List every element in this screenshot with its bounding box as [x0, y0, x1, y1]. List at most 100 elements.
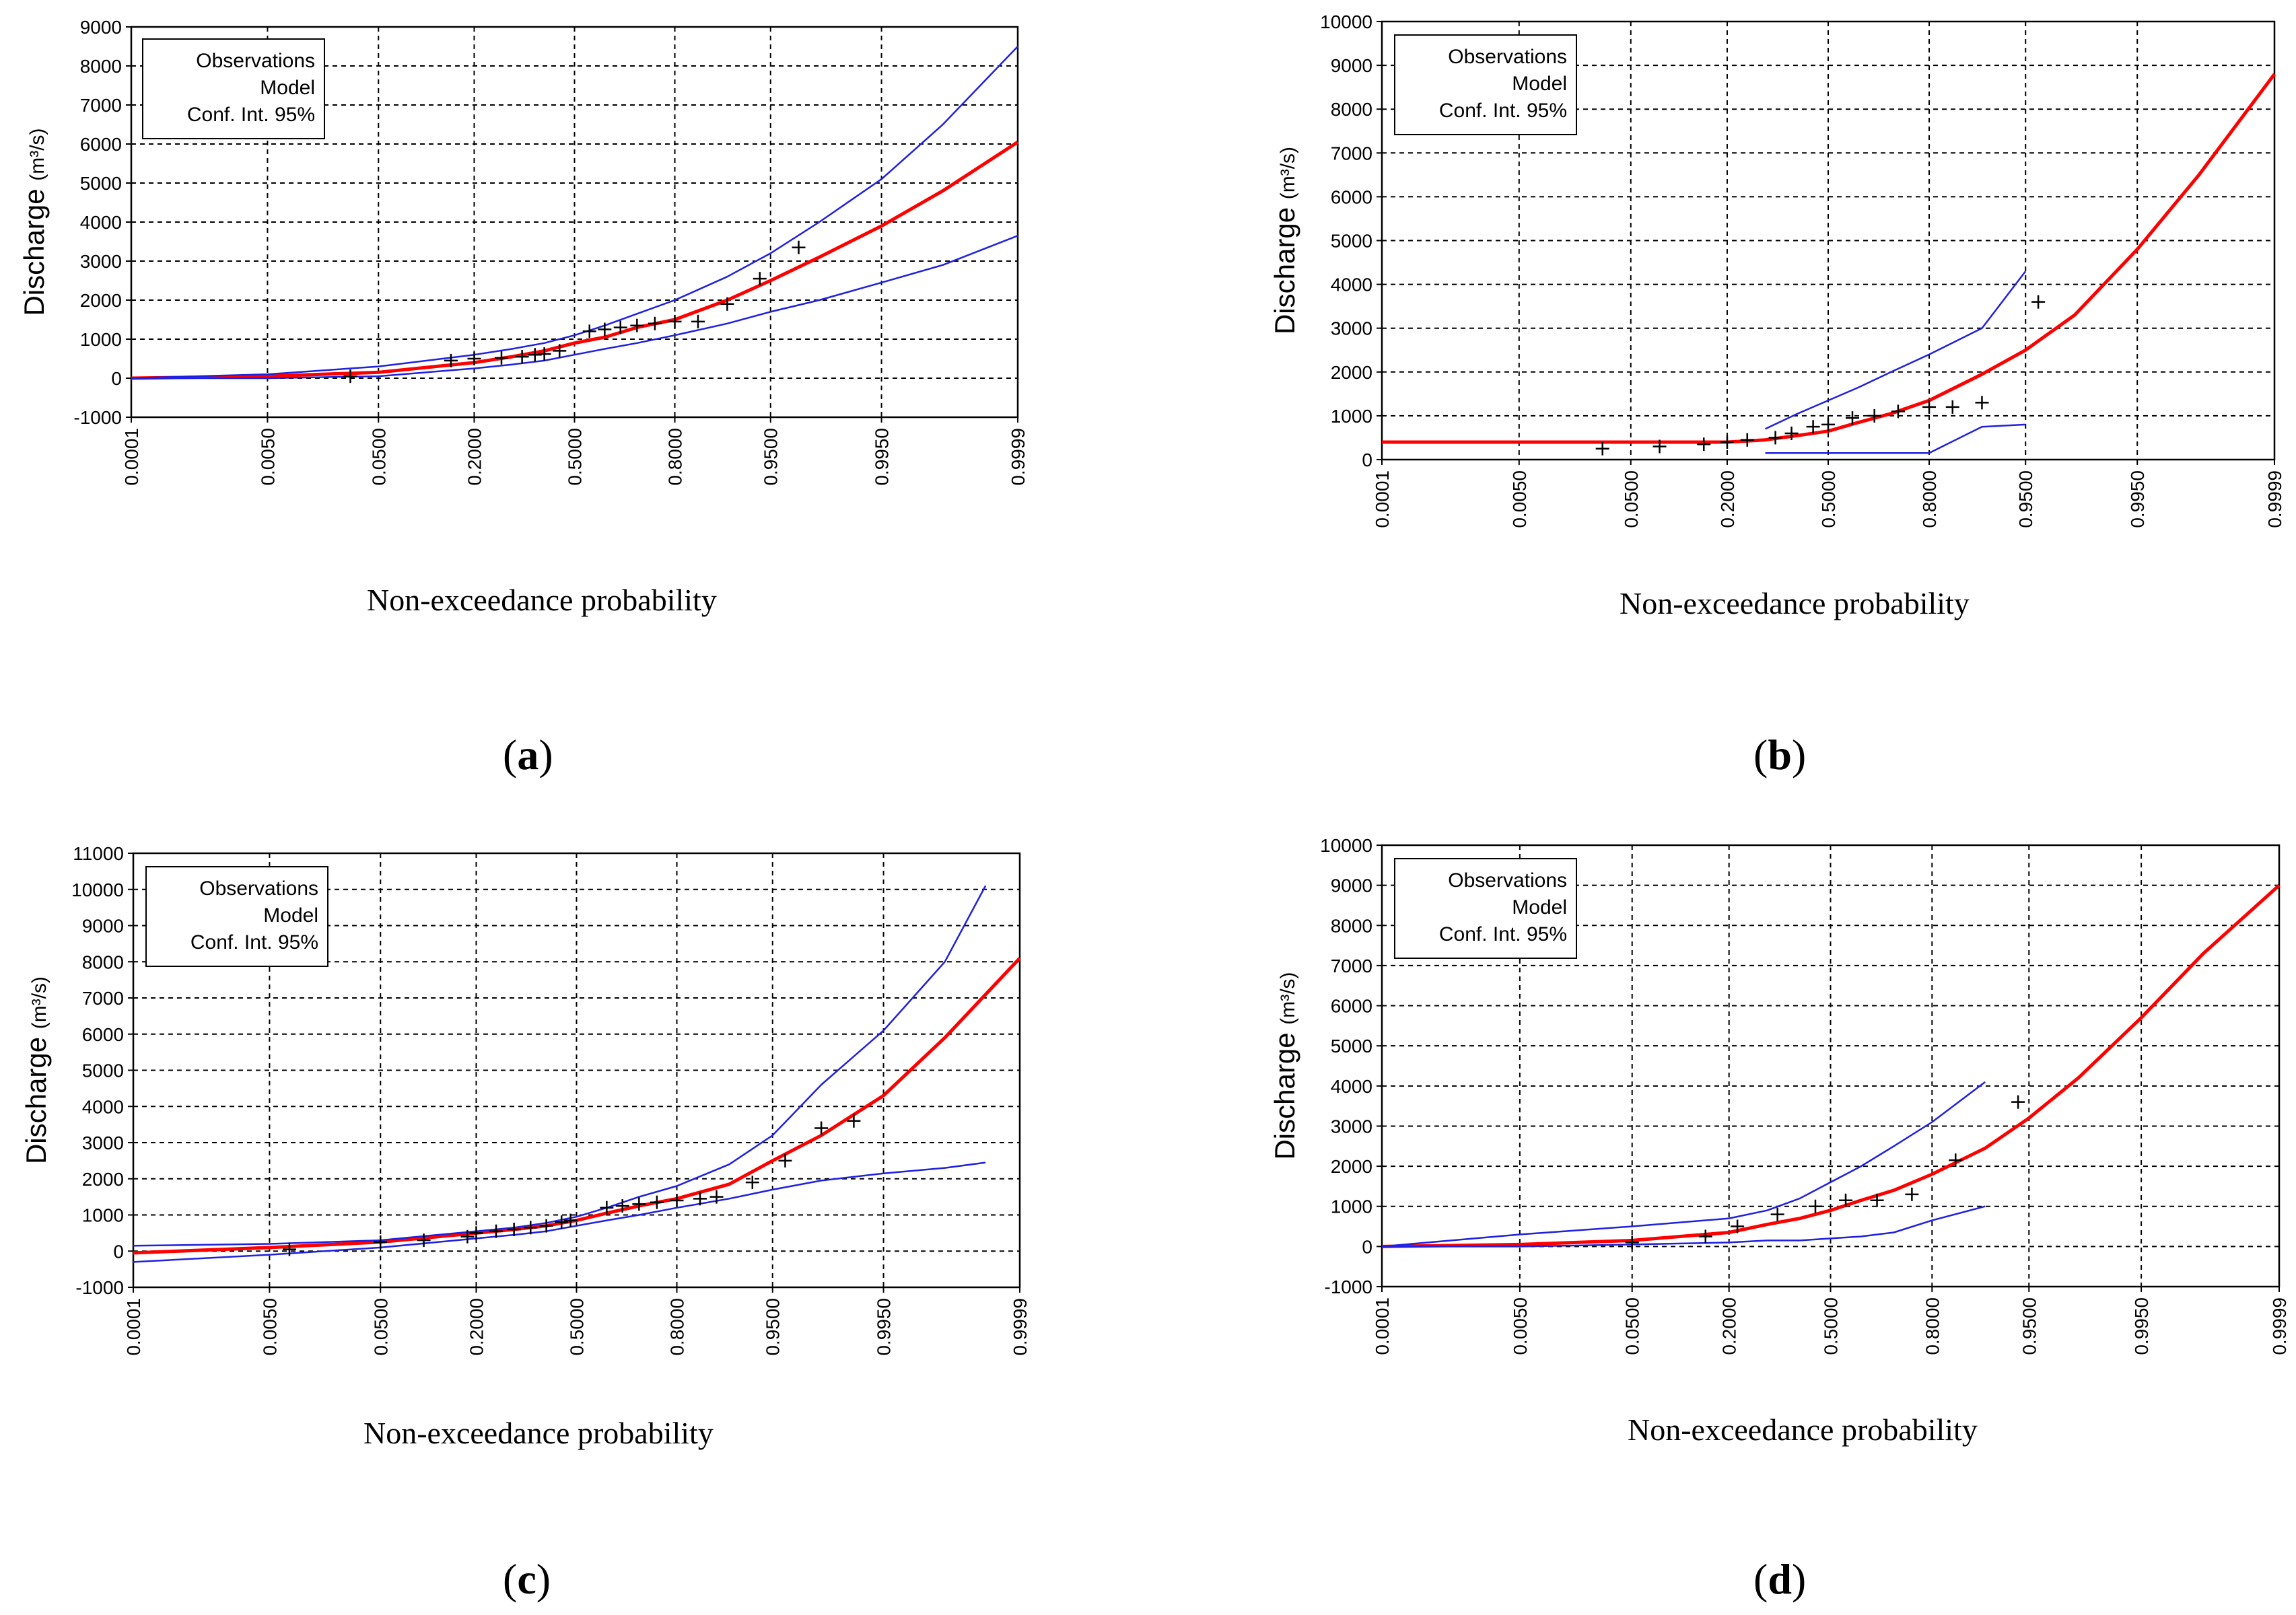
chart-c-xtick-label: 0.9950 — [874, 1298, 895, 1356]
chart-a-observation-point — [343, 369, 357, 384]
chart-b-ytick-label: 3000 — [1331, 318, 1372, 339]
chart-d-legend-item: Conf. Int. 95% — [1439, 923, 1567, 945]
chart-d-legend-item: Model — [1512, 896, 1567, 919]
chart-a-caption: (a) — [503, 730, 553, 780]
chart-c-observation-point — [555, 1215, 569, 1229]
chart-d-xtick-label: 0.0050 — [1510, 1297, 1531, 1355]
chart-b-observation-point — [1975, 396, 1989, 410]
chart-a-series-ci-lower — [131, 235, 1018, 380]
chart-d-ytick-label: 4000 — [1331, 1076, 1372, 1097]
chart-a-observation-point — [598, 322, 612, 336]
chart-a-legend-item: Conf. Int. 95% — [187, 104, 315, 126]
chart-c-caption: (c) — [503, 1554, 551, 1604]
chart-c-observation-point — [814, 1121, 829, 1135]
chart-b-caption-close: ) — [1791, 731, 1807, 779]
chart-d-observation-point — [2011, 1095, 2025, 1109]
chart-d-observation-point — [1808, 1199, 1822, 1213]
chart-d-ytick-label: 0 — [1362, 1236, 1372, 1257]
chart-d-ytick-label: 3000 — [1331, 1116, 1372, 1137]
chart-d-caption-open: ( — [1753, 1555, 1768, 1603]
chart-a-observation-point — [630, 318, 644, 332]
chart-b-observation-point — [1784, 426, 1799, 440]
chart-a-svg: -1000 0 1000 2000 3000 4000 5000 6000 7000 8000 90… — [18, 17, 1029, 486]
chart-a-ytick-label: -1000 — [73, 407, 122, 428]
chart-a-xtick-label: 0.0500 — [368, 428, 389, 486]
chart-c-observation-point — [670, 1194, 684, 1207]
chart-d-svg: -1000 0 1000 2000 3000 4000 5000 6000 7000 8000 90… — [1269, 835, 2290, 1355]
chart-a-caption-letter: a — [517, 731, 539, 779]
chart-a-ytick-label: 3000 — [80, 251, 122, 272]
chart-c-legend-item: Observations — [199, 877, 318, 900]
chart-d-xtick-label: 0.2000 — [1719, 1297, 1740, 1355]
chart-a-x-axis-title: Non-exceedance probability — [367, 583, 717, 617]
chart-panel-c: -1000 0 1000 2000 3000 4000 5000 6000 7000 8000 90… — [0, 828, 1131, 1608]
chart-c-xtick-label: 0.8000 — [667, 1298, 688, 1356]
chart-b-legend-box — [1394, 34, 1577, 135]
chart-a-plot-border — [130, 26, 1019, 419]
chart-a-observation-point — [494, 351, 508, 365]
chart-c-ytick-label: 6000 — [82, 1024, 124, 1045]
chart-d-ytick-label: 1000 — [1331, 1196, 1372, 1217]
chart-c-observation-point — [417, 1233, 431, 1248]
chart-b-ytick-label: 5000 — [1331, 231, 1372, 252]
chart-b-legend-item: Model — [1512, 73, 1567, 95]
chart-c-observation-point — [469, 1226, 483, 1240]
chart-a-observation-point — [691, 314, 705, 328]
chart-b-ytick-label: 6000 — [1331, 186, 1372, 207]
chart-a-observation-point — [648, 316, 662, 330]
chart-d-xtick-label: 0.0500 — [1622, 1297, 1643, 1355]
chart-c-x-axis-title: Non-exceedance probability — [363, 1416, 714, 1450]
chart-c-y-axis-title: Discharge (m³/s) — [20, 976, 52, 1164]
chart-b-ytick-label: 2000 — [1331, 362, 1372, 383]
chart-b-legend-item: Conf. Int. 95% — [1439, 100, 1567, 122]
chart-c-observation-point — [615, 1199, 629, 1213]
chart-a-observation-point — [792, 240, 806, 254]
chart-a-xtick-label: 0.0001 — [121, 428, 142, 486]
chart-c-legend-box — [145, 866, 328, 967]
chart-a-observation-point — [553, 344, 567, 358]
chart-a-xtick-label: 0.9999 — [1008, 428, 1029, 486]
chart-b-observation-point — [1806, 420, 1820, 434]
chart-d-observation-point — [1731, 1219, 1745, 1233]
chart-c-ytick-label: 9000 — [82, 916, 124, 937]
chart-d-caption-close: ) — [1791, 1555, 1807, 1603]
chart-c-xtick-label: 0.2000 — [466, 1298, 487, 1356]
chart-d-y-axis-unit: (m³/s) — [1277, 972, 1299, 1024]
chart-c-xtick-label: 0.0050 — [259, 1298, 280, 1356]
chart-a-observation-point — [668, 314, 682, 328]
chart-b-observation-point — [1720, 435, 1734, 449]
chart-panel-a: -1000 0 1000 2000 3000 4000 5000 6000 7000 8000 90… — [0, 0, 1131, 781]
chart-a-observation-point — [444, 353, 458, 367]
chart-a-ytick-label: 4000 — [80, 212, 122, 233]
chart-d-ytick-label: 9000 — [1331, 875, 1372, 896]
chart-b-ytick-label: 9000 — [1331, 55, 1372, 76]
chart-c-observation-point — [709, 1190, 724, 1204]
chart-d-observation-point — [1770, 1207, 1784, 1221]
chart-b-observation-point — [1653, 439, 1667, 454]
chart-c-ytick-label: 11000 — [73, 843, 124, 864]
chart-d-series-ci-upper — [1381, 1081, 1986, 1248]
chart-c-observation-point — [745, 1176, 759, 1190]
chart-a-caption-open: ( — [503, 731, 518, 779]
chart-b-ytick-label: 7000 — [1331, 143, 1372, 164]
chart-a-observation-point — [515, 350, 529, 364]
chart-c-xtick-label: 0.0500 — [370, 1298, 391, 1356]
chart-d-y-axis-title: Discharge (m³/s) — [1269, 972, 1300, 1159]
chart-b-ytick-label: 4000 — [1331, 275, 1372, 295]
chart-d-xtick-label: 0.5000 — [1821, 1297, 1842, 1355]
chart-b-svg: 0 1000 2000 3000 4000 5000 6000 7000 8000 9000 100… — [1269, 11, 2285, 528]
chart-a-y-axis-unit: (m³/s) — [26, 128, 48, 180]
chart-c-series-ci-lower — [133, 1161, 986, 1263]
chart-b-xtick-label: 0.9999 — [2264, 470, 2285, 528]
chart-d-observation-point — [1625, 1235, 1639, 1250]
chart-b-plot-border — [1381, 20, 2276, 461]
chart-b-caption-letter: b — [1768, 731, 1792, 779]
chart-d-ytick-label: 8000 — [1331, 915, 1372, 936]
chart-a-ytick-label: 2000 — [80, 290, 122, 311]
chart-b-observation-point — [1595, 441, 1609, 456]
chart-d-legend-item: Observations — [1448, 869, 1567, 892]
chart-b-observation-point — [1845, 411, 1859, 425]
chart-b-x-axis-title: Non-exceedance probability — [1620, 586, 1970, 620]
chart-a-xtick-label: 0.0050 — [257, 428, 278, 486]
chart-a-legend-item: Observations — [196, 50, 315, 72]
